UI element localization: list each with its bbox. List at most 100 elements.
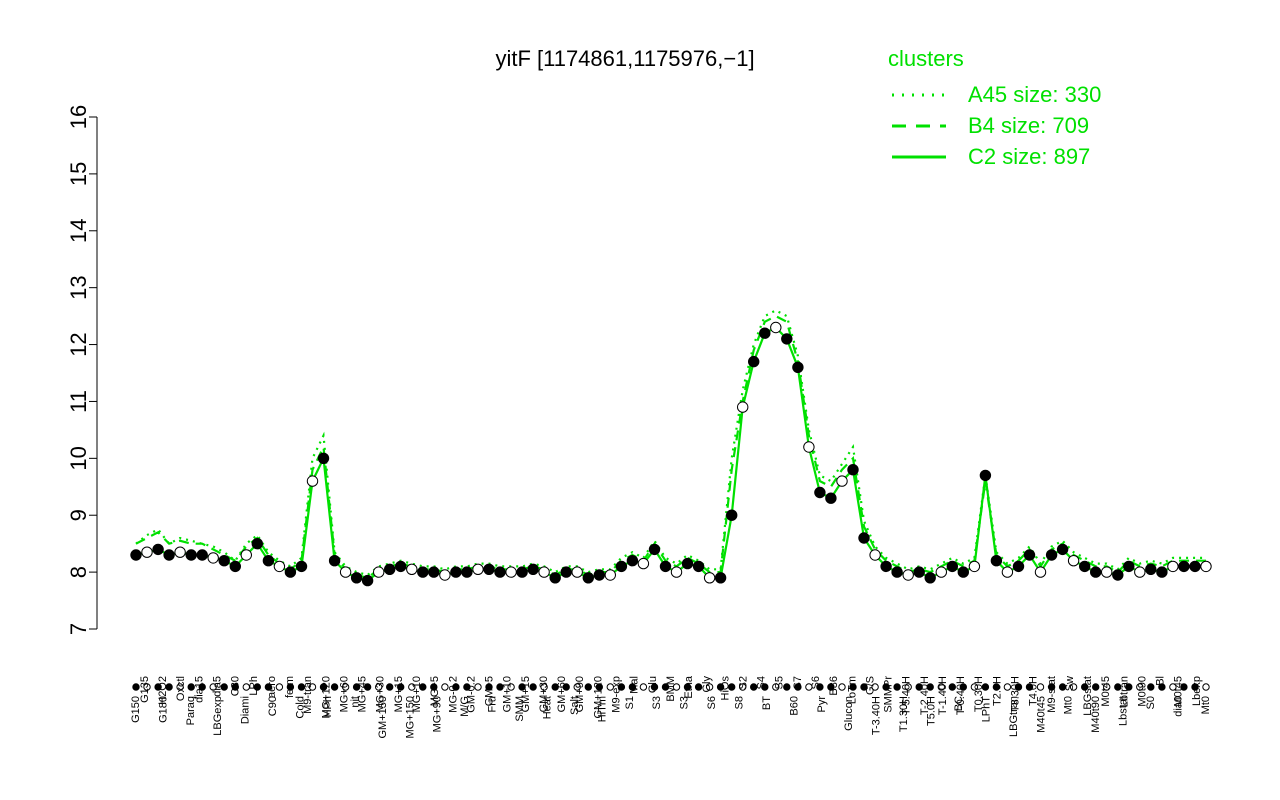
x-tick-label: Mt0 <box>1063 696 1075 714</box>
data-point <box>681 557 694 570</box>
data-point <box>461 566 473 578</box>
x-axis-dot <box>154 683 162 691</box>
data-point <box>295 560 308 573</box>
chart-title: yitF [1174861,1175976,−1] <box>495 46 754 71</box>
data-point <box>1023 549 1036 561</box>
x-axis-dot <box>606 683 614 691</box>
data-point <box>1123 560 1135 573</box>
x-tick-label: MG+10 <box>411 676 423 712</box>
x-axis-dot <box>827 683 835 691</box>
x-axis-dot <box>176 683 184 691</box>
x-axis-dot <box>507 683 515 691</box>
x-tick-label: Mt0 <box>1200 696 1212 714</box>
data-point <box>1012 560 1025 573</box>
x-tick-label: T-1.40H <box>937 676 949 715</box>
x-axis-dot <box>1025 683 1034 691</box>
x-tick-label: S3 <box>651 696 663 709</box>
data-point <box>1200 560 1212 573</box>
x-tick-label: Oxctl <box>175 676 187 701</box>
x-axis-dot <box>1180 683 1188 691</box>
x-axis-dot <box>1069 683 1078 691</box>
data-point <box>218 555 230 567</box>
data-point <box>472 563 484 575</box>
x-axis-dot <box>639 683 648 691</box>
x-tick-label: HiTm <box>596 696 608 722</box>
plot-area <box>130 309 1212 587</box>
x-axis-dot <box>584 683 592 691</box>
x-tick-label: C90 <box>267 696 279 716</box>
x-axis-dot <box>805 683 813 691</box>
data-point <box>858 532 870 544</box>
data-point <box>251 538 263 550</box>
y-tick-label: 15 <box>66 162 91 186</box>
x-axis-dot <box>1147 683 1155 691</box>
x-tick-label: HiOs <box>719 676 731 701</box>
x-tick-label: aero <box>266 676 278 698</box>
data-point <box>615 560 628 573</box>
x-tick-label: M/G <box>459 696 471 717</box>
data-point <box>670 566 683 578</box>
x-tick-label: BMM <box>665 676 677 702</box>
data-point <box>505 566 517 578</box>
x-tick-label: Paraq <box>185 696 197 725</box>
x-axis: G135 H2O2 Oxctl dia15 dia5 C30 LPh aero ferm M9-t… <box>130 675 1212 738</box>
x-tick-label: G150 <box>130 696 142 723</box>
x-axis-dot <box>1169 683 1177 691</box>
x-tick-label: Gly <box>701 676 713 693</box>
x-tick-label: Diami <box>240 696 252 724</box>
x-tick-label: BC <box>953 696 965 711</box>
x-axis-dot <box>1036 683 1045 691</box>
x-axis-dot <box>430 683 438 691</box>
x-axis-dot <box>1125 683 1133 691</box>
data-point <box>350 572 363 584</box>
x-tick-label: Salt <box>569 696 581 715</box>
data-point <box>979 469 992 482</box>
data-point <box>748 355 760 368</box>
data-point <box>395 560 407 573</box>
x-tick-label: T-5.40H <box>901 676 913 715</box>
x-axis-dot <box>165 683 173 691</box>
data-point <box>1079 560 1091 573</box>
data-point <box>990 555 1003 567</box>
x-axis-dot <box>319 683 328 691</box>
data-point <box>417 566 429 578</box>
x-tick-label: S3 <box>679 696 691 709</box>
x-axis-dot <box>959 683 967 691</box>
x-tick-label: M0t45 <box>1173 676 1185 707</box>
data-point <box>726 509 738 521</box>
x-axis-dot <box>1158 683 1166 691</box>
x-axis-dot <box>716 683 725 691</box>
legend-title: clusters <box>888 46 964 71</box>
x-tick-label: MG+15 <box>393 676 405 712</box>
x-tick-label: Glu <box>647 676 659 693</box>
x-axis-dot <box>893 683 901 691</box>
x-axis-dot <box>264 683 273 691</box>
x-tick-label: LPhT <box>980 696 992 723</box>
data-point <box>406 563 418 575</box>
data-point <box>792 361 804 373</box>
x-axis-dot <box>882 683 890 691</box>
x-axis-dot <box>132 683 140 691</box>
data-point <box>913 566 925 578</box>
x-tick-label: SMMPr <box>883 676 895 713</box>
x-tick-label: S8 <box>733 696 745 709</box>
y-tick-label: 8 <box>66 566 91 578</box>
y-tick-label: 14 <box>66 219 91 243</box>
x-axis-dot <box>397 683 405 691</box>
data-point <box>1145 563 1157 575</box>
data-point <box>240 549 253 561</box>
x-tick-label: GM+90 <box>574 676 586 712</box>
data-point <box>1112 569 1124 581</box>
data-point <box>1056 543 1069 556</box>
x-tick-label: MG+120 <box>320 676 332 719</box>
x-axis-dot <box>463 683 471 691</box>
x-tick-label: M0t90 <box>1136 676 1148 707</box>
x-tick-label: S2 <box>737 676 749 689</box>
x-axis-dot <box>739 683 747 691</box>
data-point <box>737 401 749 413</box>
x-tick-label: S5 <box>774 676 786 689</box>
x-axis-dot <box>386 683 394 691</box>
x-axis-dot <box>275 683 284 691</box>
data-point <box>703 572 716 584</box>
